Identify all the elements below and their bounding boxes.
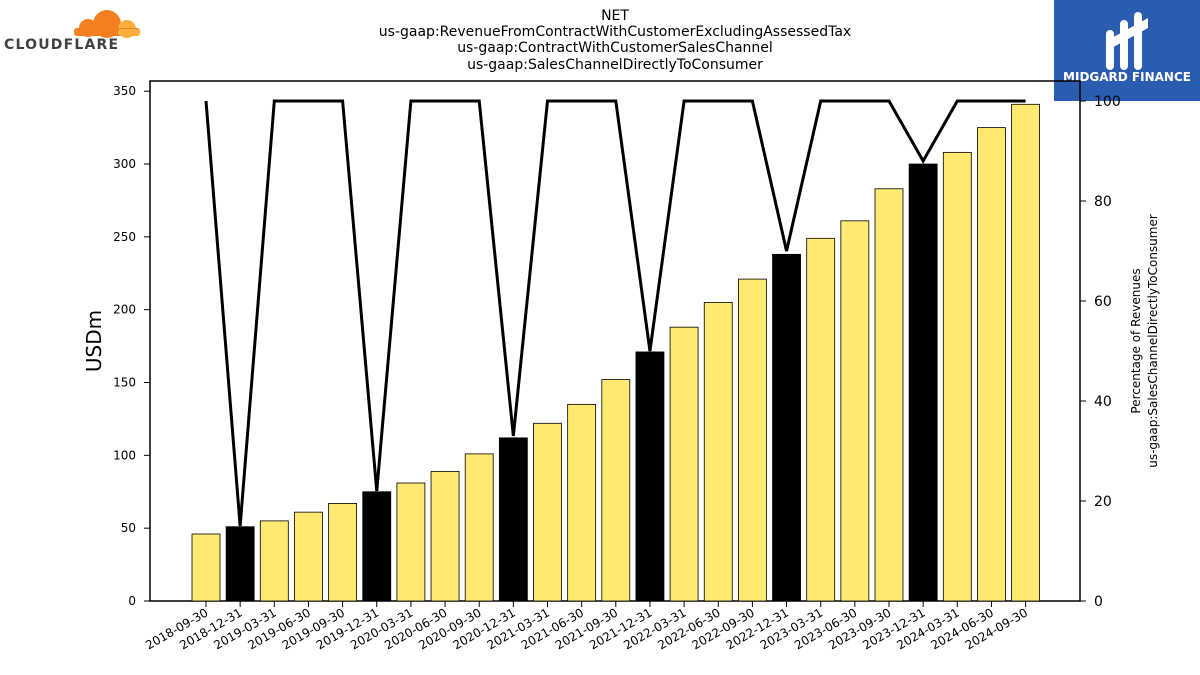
bar-2023-09-30 (874, 188, 904, 602)
bar-2018-09-30 (191, 533, 221, 602)
title-line-3: us-gaap:ContractWithCustomerSalesChannel (457, 40, 773, 56)
bar-2023-06-30 (840, 220, 870, 602)
bar-2024-03-31 (942, 151, 972, 602)
y-axis-label-left: USDm (82, 310, 106, 372)
bar-2018-12-31 (225, 526, 255, 602)
y-tick-label-200: 200 (113, 303, 136, 317)
midgard-logo-icon (1106, 12, 1148, 70)
bar-2024-09-30 (1011, 103, 1040, 602)
bar-2019-03-31 (259, 520, 289, 602)
bar-2021-03-31 (533, 422, 562, 602)
bar-series (191, 103, 1040, 602)
x-axis: 2018-09-302018-12-312019-03-312019-06-30… (143, 601, 1030, 652)
y-tick-label-350: 350 (113, 84, 136, 98)
y-axis-left: 0 50 100 150 200 250 300 350 (113, 84, 150, 608)
bar-2019-12-31 (362, 491, 392, 602)
y-tick-label-0: 0 (128, 594, 136, 608)
bar-2020-06-30 (430, 470, 460, 602)
y-tick-label-250: 250 (113, 230, 136, 244)
bar-2021-09-30 (601, 379, 631, 602)
bar-2021-12-31 (635, 351, 665, 602)
bar-2023-03-31 (806, 237, 836, 602)
bar-2020-03-31 (396, 482, 426, 602)
cloudflare-logo: CLOUDFLARE (4, 10, 140, 53)
bar-2020-09-30 (464, 453, 494, 602)
cloud-icon (74, 10, 140, 38)
bar-2024-06-30 (977, 127, 1006, 602)
y2-label-line-1: Percentage of Revenues (1129, 268, 1143, 413)
y2-tick-label-0: 0 (1094, 594, 1103, 610)
bar-2022-03-31 (669, 326, 699, 602)
y2-tick-label-80: 80 (1094, 194, 1112, 210)
chart-title: NET us-gaap:RevenueFromContractWithCusto… (379, 8, 851, 73)
y2-tick-label-60: 60 (1094, 294, 1112, 310)
y-axis-right: 0 20 40 60 80 100 (1080, 94, 1121, 610)
bar-2020-12-31 (498, 437, 528, 602)
y2-tick-label-40: 40 (1094, 394, 1112, 410)
y2-tick-label-100: 100 (1094, 94, 1121, 110)
y-tick-label-300: 300 (113, 157, 136, 171)
y-tick-label-50: 50 (121, 521, 136, 535)
line-series (204, 99, 1026, 527)
bar-2022-12-31 (772, 253, 801, 602)
y-tick-label-150: 150 (113, 376, 136, 390)
percentage-line (204, 99, 1026, 527)
bar-2022-09-30 (738, 278, 767, 602)
midgard-finance-logo: MIDGARD FINANCE (1054, 0, 1200, 101)
cloudflare-wordmark: CLOUDFLARE (4, 37, 119, 53)
y-axis-label-right: Percentage of Revenues us-gaap:SalesChan… (1129, 214, 1160, 468)
bar-2022-06-30 (703, 302, 733, 602)
title-line-4: us-gaap:SalesChannelDirectlyToConsumer (467, 57, 763, 73)
bar-2023-12-31 (908, 163, 938, 602)
y2-label-line-2: us-gaap:SalesChannelDirectlyToConsumer (1146, 214, 1160, 468)
bar-2019-09-30 (328, 503, 358, 602)
y-tick-label-100: 100 (113, 448, 136, 462)
title-line-2: us-gaap:RevenueFromContractWithCustomerE… (379, 24, 851, 40)
title-line-1: NET (601, 8, 629, 24)
midgard-wordmark: MIDGARD FINANCE (1063, 70, 1191, 84)
y2-tick-label-20: 20 (1094, 494, 1112, 510)
bar-2021-06-30 (567, 403, 597, 602)
bar-2019-06-30 (294, 511, 323, 602)
